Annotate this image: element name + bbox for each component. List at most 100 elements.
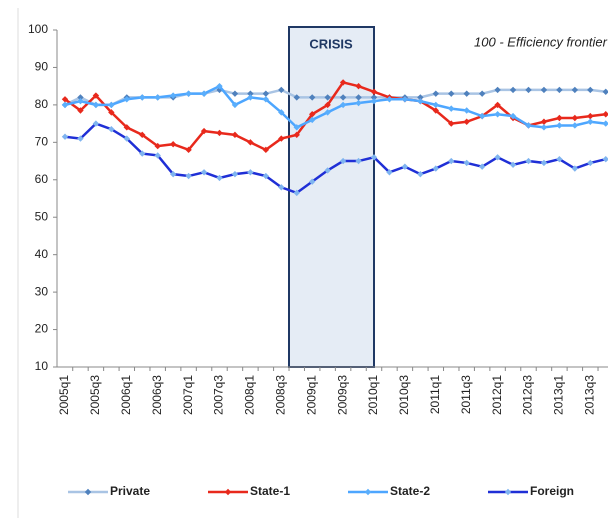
- y-tick-label: 90: [35, 60, 49, 74]
- point: [571, 114, 579, 122]
- point: [432, 101, 439, 109]
- point: [61, 101, 69, 109]
- point: [478, 90, 486, 97]
- point: [432, 165, 439, 172]
- y-tick-label: 20: [35, 322, 49, 336]
- legend-marker: [504, 488, 512, 496]
- x-tick-label: 2009q3: [335, 375, 349, 415]
- x-tick-label: 2013q3: [582, 375, 596, 415]
- point: [77, 97, 84, 105]
- point: [571, 165, 579, 172]
- point: [417, 170, 424, 178]
- point: [478, 112, 486, 120]
- point: [123, 135, 130, 142]
- point: [92, 92, 100, 99]
- point: [370, 88, 378, 95]
- point: [324, 109, 331, 116]
- point: [571, 122, 579, 129]
- y-tick-label: 40: [35, 247, 49, 261]
- x-tick-label: 2012q3: [521, 375, 535, 415]
- point: [478, 163, 486, 170]
- x-tick-label: 2011q3: [459, 375, 473, 414]
- point: [247, 94, 254, 101]
- point: [185, 146, 192, 154]
- point: [293, 189, 300, 197]
- point: [509, 161, 517, 168]
- x-tick-label: 2005q3: [88, 375, 102, 415]
- point: [463, 159, 470, 167]
- point: [540, 118, 548, 125]
- point: [139, 150, 146, 157]
- point: [108, 109, 115, 116]
- y-tick-label: 10: [35, 359, 49, 373]
- x-tick-label: 2010q3: [397, 375, 411, 415]
- point: [324, 94, 331, 101]
- x-tick-label: 2013q1: [552, 375, 566, 415]
- point: [278, 109, 285, 116]
- point: [77, 135, 84, 142]
- x-tick-label: 2010q1: [366, 375, 380, 415]
- point: [247, 169, 254, 176]
- point: [61, 133, 69, 140]
- point: [432, 90, 439, 97]
- point: [324, 167, 331, 174]
- annotation: 100 - Efficiency frontier: [474, 34, 608, 49]
- point: [262, 146, 270, 154]
- point: [525, 86, 532, 94]
- legend-label: Private: [110, 484, 150, 498]
- point: [216, 129, 223, 137]
- point: [540, 124, 548, 131]
- point: [231, 90, 239, 97]
- point: [185, 172, 192, 180]
- legend-marker: [84, 488, 92, 496]
- x-tick-label: 2005q1: [57, 375, 71, 415]
- y-tick-label: 30: [35, 284, 49, 298]
- y-tick-label: 70: [35, 135, 49, 149]
- point: [247, 90, 254, 97]
- x-tick-label: 2007q3: [212, 375, 226, 415]
- point: [92, 101, 100, 109]
- point: [355, 157, 362, 165]
- point: [185, 90, 192, 97]
- y-tick-label: 100: [28, 22, 48, 36]
- point: [448, 157, 455, 165]
- legend-label: Foreign: [530, 484, 574, 498]
- point: [587, 112, 594, 120]
- point: [139, 94, 146, 101]
- point: [169, 141, 177, 148]
- x-tick-label: 2008q1: [243, 375, 257, 415]
- point: [309, 116, 316, 124]
- point: [278, 184, 285, 191]
- point: [154, 94, 161, 101]
- point: [92, 120, 100, 127]
- point: [571, 86, 579, 94]
- x-tick-label: 2012q1: [490, 375, 504, 415]
- point: [355, 94, 362, 101]
- point: [463, 118, 470, 125]
- point: [525, 122, 532, 129]
- point: [200, 127, 208, 135]
- point: [200, 169, 208, 176]
- point: [587, 118, 594, 125]
- x-tick-label: 2006q3: [150, 375, 164, 415]
- point: [309, 178, 316, 185]
- legend-label: State-2: [390, 484, 430, 498]
- point: [169, 170, 177, 178]
- point: [324, 101, 331, 109]
- legend-label: State-1: [250, 484, 290, 498]
- point: [355, 99, 362, 107]
- point: [262, 90, 270, 97]
- point: [602, 111, 608, 118]
- point: [123, 124, 130, 131]
- point: [540, 159, 548, 167]
- point: [231, 131, 239, 139]
- point: [108, 126, 115, 133]
- point: [247, 139, 254, 146]
- point: [602, 120, 608, 127]
- y-tick-label: 60: [35, 172, 49, 186]
- point: [293, 131, 300, 139]
- point: [432, 107, 439, 114]
- point: [309, 94, 316, 101]
- point: [509, 112, 517, 120]
